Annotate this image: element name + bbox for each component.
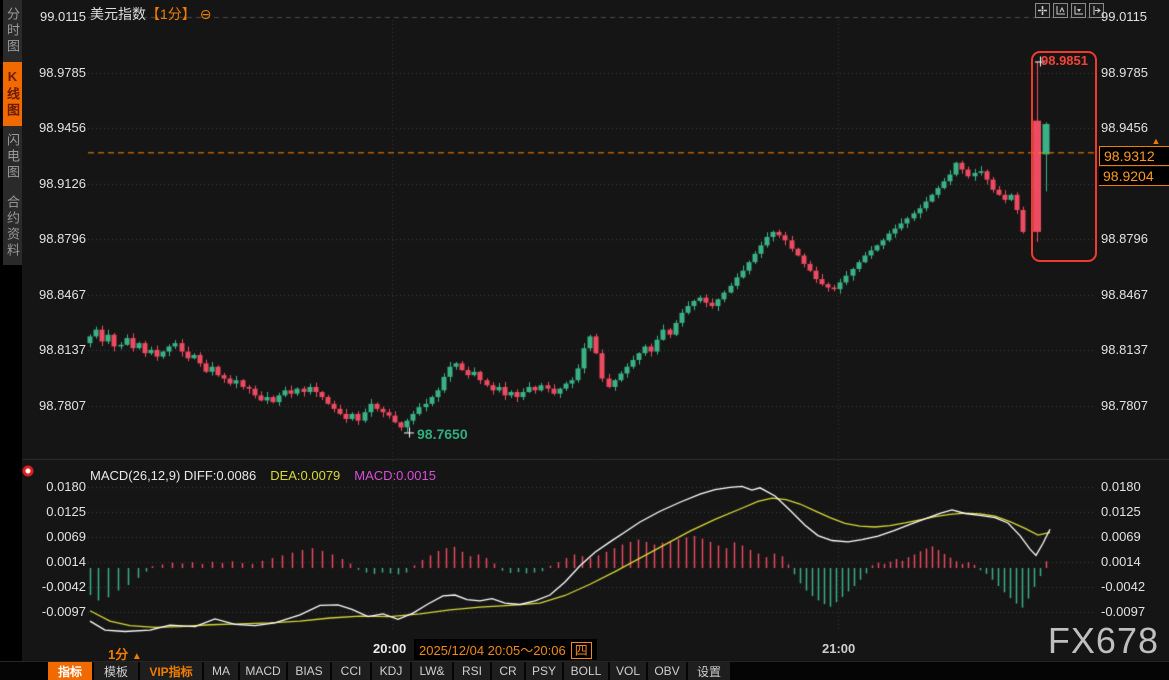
current-price-badge: 98.9312 <box>1099 146 1169 167</box>
datetime-text: 2025/12/04 20:05～20:06 <box>419 643 566 658</box>
session-low-label: 98.7650 <box>417 426 468 443</box>
toolbar-button-MA[interactable]: MA <box>204 662 238 680</box>
toolbar-button-LW&[interactable]: LW& <box>412 662 452 680</box>
macd-axis-label-left: 0.0014 <box>46 553 86 569</box>
weekday-badge: 四 <box>570 642 592 659</box>
toolbar-button-模板[interactable]: 模板 <box>94 662 138 680</box>
price-axis-label-right: 98.8467 <box>1101 286 1148 302</box>
price-axis-label-left: 99.0115 <box>39 9 86 24</box>
period-selector[interactable]: 1分 ▲ <box>108 644 142 663</box>
macd-axis-label-left: -0.0097 <box>41 603 86 619</box>
macd-axis-label-left: 0.0180 <box>46 478 86 494</box>
macd-axis-label-right: 0.0069 <box>1101 528 1141 544</box>
toolbar-button-MACD[interactable]: MACD <box>240 662 286 680</box>
interval-label: 【1分】 <box>146 6 196 22</box>
indicator-toolbar: 指标 模板 VIP指标 MA MACD BIAS CCI KDJ LW& RSI CR PSY BOLL… <box>0 661 1169 680</box>
macd-axis-label-right: 0.0180 <box>1101 478 1141 494</box>
toolbar-button-BOLL[interactable]: BOLL <box>564 662 608 680</box>
period-text: 1分 <box>108 647 129 662</box>
watermark: FX678 <box>1047 620 1159 661</box>
chart-tool-icons <box>1035 3 1104 18</box>
price-axis-label-left: 98.9126 <box>39 175 86 191</box>
period-arrow-icon: ▲ <box>131 651 142 662</box>
previous-price-badge: 98.9204 <box>1099 167 1169 187</box>
price-axis-label-right: 98.9456 <box>1101 120 1148 136</box>
macd-dea-value: DEA:0.0079 <box>270 468 341 483</box>
macd-header: MACD(26,12,9) DIFF:0.0086 DEA:0.0079 MACD:… <box>90 468 436 483</box>
pan-latest-icon[interactable] <box>1089 3 1104 18</box>
chart-title: 美元指数【1分】 ⊖ <box>90 4 212 24</box>
toolbar-button-BIAS[interactable]: BIAS <box>288 662 330 680</box>
macd-axis-label-right: 0.0125 <box>1101 503 1141 519</box>
sidebar-item-合约资料[interactable]: 合约资料 <box>5 195 20 259</box>
macd-axis-label-left: 0.0069 <box>46 528 86 544</box>
price-axis-label-right: 98.8796 <box>1101 231 1148 247</box>
fit-y-axis-icon[interactable] <box>1053 3 1068 18</box>
chart-type-tabs: 分时图 K线图闪电图合约资料 <box>3 0 22 265</box>
time-label-2100: 21:00 <box>822 641 856 656</box>
toolbar-button-VIP指标[interactable]: VIP指标 <box>140 662 202 680</box>
spike-high-label: 98.9851 <box>1041 53 1088 68</box>
toolbar-button-PSY[interactable]: PSY <box>526 662 562 680</box>
price-axis-label-left: 98.8467 <box>39 286 86 302</box>
macd-params-diff: MACD(26,12,9) DIFF:0.0086 <box>90 468 257 483</box>
macd-axis-label-left: 0.0125 <box>46 503 86 519</box>
price-axis-label-left: 98.8796 <box>39 231 86 247</box>
symbol-name: 美元指数 <box>90 6 146 22</box>
sidebar-item-K线图[interactable]: K线图 <box>3 62 22 126</box>
fit-x-axis-icon[interactable] <box>1071 3 1086 18</box>
price-axis-label-right: 98.8137 <box>1101 342 1148 358</box>
sidebar-item-闪电图[interactable]: 闪电图 <box>5 133 20 181</box>
toolbar-button-OBV[interactable]: OBV <box>648 662 686 680</box>
toolbar-button-设置[interactable]: 设置 <box>688 662 730 680</box>
price-axis-label-left: 98.9456 <box>39 120 86 136</box>
sidebar-item-分时图[interactable]: 分时图 <box>5 7 20 55</box>
toolbar-button-CR[interactable]: CR <box>492 662 524 680</box>
price-axis-label-left: 98.9785 <box>39 64 86 80</box>
datetime-tooltip: 2025/12/04 20:05～20:06 四 <box>414 639 597 660</box>
price-axis-label-right: 99.0115 <box>1101 9 1148 24</box>
time-label-2000: 20:00 <box>373 641 407 656</box>
toolbar-button-指标[interactable]: 指标 <box>48 662 92 680</box>
toolbar-button-VOL[interactable]: VOL <box>610 662 646 680</box>
macd-axis-label-right: 0.0014 <box>1101 553 1141 569</box>
price-axis-label-left: 98.7807 <box>39 398 86 413</box>
macd-value: MACD:0.0015 <box>354 468 436 483</box>
left-tab-column: 分时图 K线图闪电图合约资料 <box>0 0 22 680</box>
price-axis-label-left: 98.8137 <box>39 342 86 358</box>
crosshair-tool-icon[interactable] <box>1035 3 1050 18</box>
indicator-dot-icon[interactable] <box>22 465 34 477</box>
price-axis-label-right: 98.9785 <box>1101 64 1148 80</box>
macd-axis-label-left: -0.0042 <box>41 578 86 594</box>
toolbar-button-KDJ[interactable]: KDJ <box>372 662 410 680</box>
toolbar-button-RSI[interactable]: RSI <box>454 662 490 680</box>
macd-axis-label-right: -0.0042 <box>1101 578 1146 594</box>
macd-axis-label-right: -0.0097 <box>1101 603 1146 619</box>
toolbar-button-CCI[interactable]: CCI <box>332 662 370 680</box>
arrow-glyph: ▲ <box>1151 136 1161 147</box>
collapse-icon[interactable]: ⊖ <box>199 6 212 22</box>
price-axis-label-right: 98.7807 <box>1101 398 1148 413</box>
